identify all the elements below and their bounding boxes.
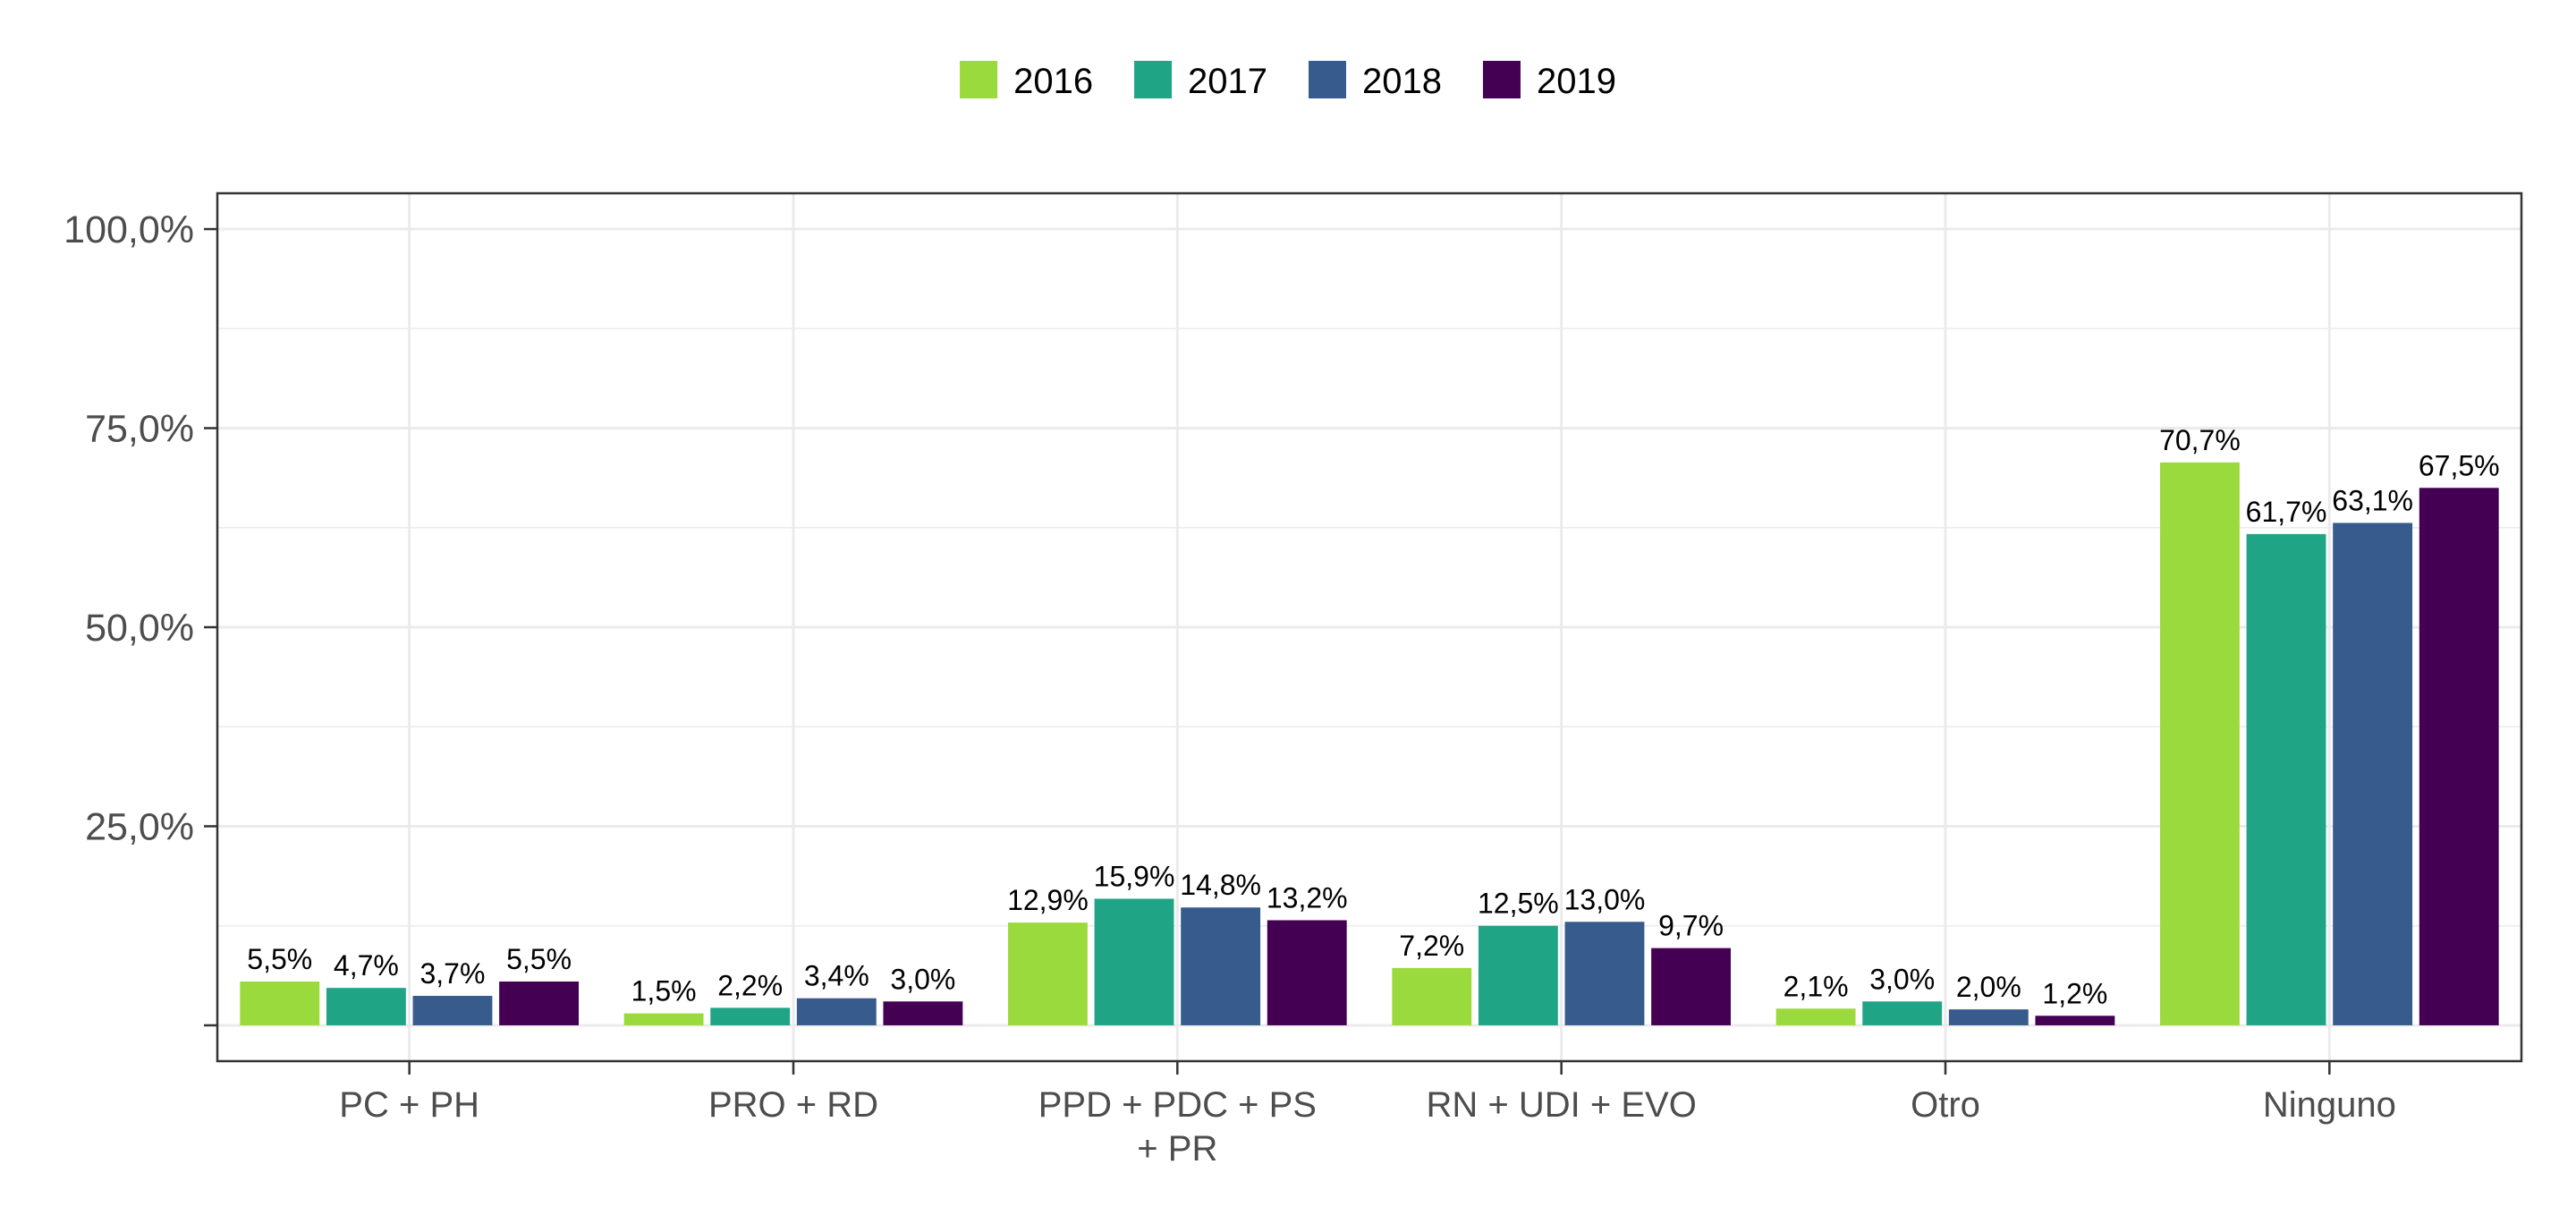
- data-label: 5,5%: [506, 943, 572, 975]
- grid-lines: [217, 193, 2521, 1061]
- data-labels: 5,5%1,5%12,9%7,2%2,1%70,7%4,7%2,2%15,9%1…: [247, 424, 2499, 1009]
- data-label: 12,9%: [1007, 884, 1089, 916]
- data-label: 15,9%: [1094, 860, 1175, 892]
- data-label: 2,1%: [1784, 970, 1849, 1002]
- bar-2016-4: [1775, 1008, 1856, 1025]
- legend-swatch-2019: [1482, 61, 1521, 98]
- bars: [240, 462, 2499, 1025]
- x-tick-label: RN + UDI + EVO: [1427, 1085, 1697, 1125]
- y-tick-label: 75,0%: [85, 408, 194, 451]
- bar-2019-5: [2419, 488, 2499, 1025]
- bar-2018-5: [2333, 523, 2413, 1025]
- legend-label: 2019: [1537, 62, 1616, 101]
- bar-2019-1: [883, 1001, 963, 1025]
- bar-2019-4: [2035, 1016, 2115, 1025]
- legend-swatch-2017: [1134, 61, 1173, 98]
- data-label: 14,8%: [1180, 869, 1261, 901]
- legend-swatch-2018: [1309, 61, 1346, 98]
- data-label: 4,7%: [334, 949, 399, 982]
- data-label: 7,2%: [1399, 930, 1464, 962]
- data-label: 2,0%: [1956, 971, 2021, 1003]
- bar-2017-0: [326, 988, 406, 1025]
- bar-2018-3: [1564, 922, 1645, 1025]
- bar-2018-4: [1948, 1009, 2029, 1025]
- bar-2016-5: [2159, 462, 2240, 1025]
- data-label: 1,5%: [631, 975, 697, 1007]
- legend-label: 2017: [1188, 62, 1267, 101]
- bar-2019-2: [1267, 920, 1347, 1025]
- x-tick-label: PPD + PDC + PS: [1038, 1085, 1317, 1125]
- bar-2016-1: [623, 1013, 704, 1025]
- bar-2017-1: [710, 1007, 791, 1025]
- data-label: 3,4%: [804, 960, 869, 992]
- legend-label: 2018: [1362, 62, 1442, 101]
- axes: 25,0% 50,0% 75,0% 100,0% PC + PH PRO + RD PPD …: [64, 208, 2396, 1169]
- y-tick-label: 50,0%: [85, 607, 194, 650]
- bar-2016-2: [1007, 922, 1088, 1025]
- bar-2018-1: [796, 998, 877, 1025]
- data-label: 61,7%: [2246, 496, 2327, 528]
- bar-2017-4: [1862, 1001, 1943, 1025]
- data-label: 63,1%: [2332, 484, 2413, 516]
- bar-2017-5: [2246, 533, 2326, 1025]
- x-tick-label: Otro: [1911, 1085, 1980, 1125]
- x-tick-label: Ninguno: [2263, 1085, 2396, 1125]
- legend-label: 2016: [1013, 62, 1093, 101]
- y-tick-label: 25,0%: [85, 805, 194, 848]
- bar-2018-2: [1181, 907, 1261, 1025]
- data-label: 13,0%: [1564, 883, 1646, 915]
- x-tick-label: + PR: [1137, 1129, 1217, 1169]
- legend-swatch-2016: [960, 61, 998, 98]
- bar-2017-3: [1478, 925, 1558, 1025]
- y-tick-label: 100,0%: [64, 208, 194, 251]
- bar-2019-3: [1651, 948, 1732, 1025]
- data-label: 9,7%: [1658, 910, 1724, 942]
- data-label: 1,2%: [2042, 977, 2107, 1009]
- bar-2017-2: [1094, 898, 1174, 1025]
- data-label: 70,7%: [2159, 424, 2241, 456]
- x-tick-label: PC + PH: [339, 1085, 479, 1125]
- bar-2019-0: [499, 982, 580, 1025]
- data-label: 12,5%: [1478, 888, 1559, 920]
- bar-2016-3: [1392, 967, 1472, 1025]
- data-label: 67,5%: [2419, 449, 2500, 481]
- data-label: 3,7%: [419, 957, 485, 990]
- data-label: 3,0%: [1869, 963, 1935, 995]
- bar-2018-0: [412, 996, 493, 1025]
- data-label: 5,5%: [247, 943, 312, 975]
- data-label: 3,0%: [890, 963, 955, 995]
- x-tick-label: PRO + RD: [708, 1085, 878, 1125]
- legend: 2016 2017 2018 2019: [960, 61, 1616, 101]
- bar-2016-0: [240, 982, 320, 1025]
- data-label: 13,2%: [1267, 881, 1348, 914]
- data-label: 2,2%: [717, 969, 783, 1001]
